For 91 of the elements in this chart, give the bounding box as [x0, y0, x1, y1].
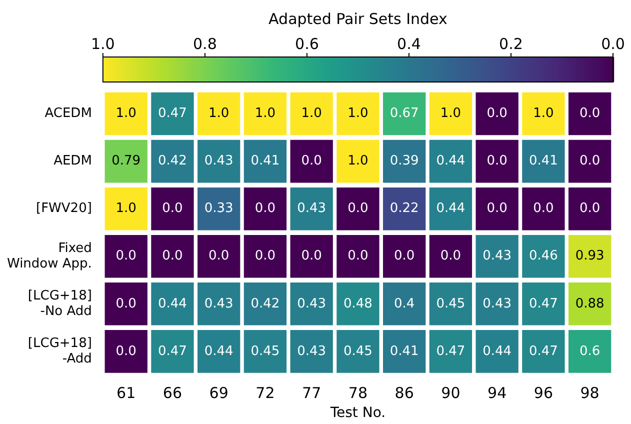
x-tick-label: 78 [348, 384, 368, 402]
data-label: 0.45 [250, 344, 280, 359]
x-tick-label: 69 [209, 384, 228, 402]
data-label: 0.0 [116, 296, 136, 312]
color-bar-title: Adapted Pair Sets Index [268, 10, 448, 28]
color-bar-label: 1.0 [90, 35, 115, 53]
data-label: 0.33 [204, 201, 234, 216]
data-label: 0.47 [436, 344, 466, 359]
data-label: 0.47 [528, 296, 558, 312]
data-label: 0.0 [208, 248, 230, 264]
data-label: 0.0 [579, 201, 600, 216]
data-label: 1.0 [301, 106, 322, 122]
data-label: 1.0 [348, 154, 368, 169]
data-label: 0.0 [301, 248, 322, 264]
data-label: 0.93 [575, 248, 604, 264]
data-label: 0.4 [394, 296, 415, 312]
data-label: 1.0 [208, 106, 230, 122]
color-bar-label: 0.6 [295, 35, 319, 53]
x-tick-label: 90 [441, 384, 460, 402]
data-label: 1.0 [116, 201, 136, 216]
data-label: 0.0 [440, 248, 462, 264]
y-tick-label: AEDM [54, 154, 92, 169]
x-tick-label: 94 [488, 384, 507, 402]
data-label: 0.39 [390, 154, 419, 169]
data-label: 1.0 [116, 106, 136, 122]
data-label: 0.0 [579, 154, 600, 169]
data-label: 0.41 [250, 154, 280, 169]
data-label: 0.45 [343, 344, 372, 359]
data-label: 0.43 [204, 296, 234, 312]
data-label: 0.0 [394, 248, 415, 264]
x-tick-label: 61 [116, 384, 136, 402]
data-label: 0.0 [116, 344, 136, 359]
data-label: 0.67 [390, 106, 419, 122]
data-label: 0.43 [482, 248, 512, 264]
data-label: 0.47 [528, 344, 558, 359]
y-tick-label: [FWV20] [36, 201, 92, 216]
data-label: 0.43 [482, 296, 512, 312]
data-label: 0.43 [297, 344, 326, 359]
color-bar-label: 0.0 [601, 35, 625, 53]
x-tick-label: 66 [162, 384, 182, 402]
data-label: 0.44 [436, 154, 466, 169]
data-label: 0.79 [112, 154, 141, 169]
x-axis-title: Test No. [329, 405, 386, 422]
data-label: 0.47 [158, 344, 187, 359]
data-label: 0.0 [486, 201, 508, 216]
data-label: 1.0 [348, 106, 368, 122]
data-label: 0.22 [390, 201, 419, 216]
data-label: 0.0 [162, 201, 183, 216]
data-label: 0.47 [158, 106, 187, 122]
data-label: 0.0 [116, 248, 136, 264]
data-label: 0.0 [579, 106, 600, 122]
data-label: 0.48 [343, 296, 372, 312]
data-label: 0.44 [436, 201, 466, 216]
data-label: 0.44 [158, 296, 187, 312]
data-label: 0.0 [348, 248, 368, 264]
data-label: 0.0 [348, 201, 368, 216]
x-tick-label: 86 [394, 384, 414, 402]
data-label: 0.45 [436, 296, 466, 312]
data-label: 1.0 [440, 106, 462, 122]
color-bar-label: 0.8 [193, 35, 217, 53]
data-label: 0.43 [204, 154, 234, 169]
data-label: 0.44 [482, 344, 512, 359]
data-label: 0.0 [486, 106, 508, 122]
data-label: 0.46 [528, 248, 558, 264]
data-label: 0.41 [390, 344, 419, 359]
data-label: 0.0 [486, 154, 508, 169]
y-tick-label: [LCG+18] -Add [28, 336, 92, 367]
data-label: 0.43 [297, 201, 326, 216]
y-tick-label: Fixed Window App. [6, 240, 92, 272]
data-label: 0.0 [301, 154, 322, 169]
data-label: 1.0 [533, 106, 554, 122]
data-label: 0.88 [575, 296, 604, 312]
color-bar-label: 0.2 [499, 35, 523, 53]
x-tick-label: 77 [302, 384, 322, 402]
x-tick-label: 72 [256, 384, 275, 402]
x-tick-label: 96 [534, 384, 553, 402]
data-label: 0.0 [254, 248, 276, 264]
data-label: 0.0 [162, 248, 183, 264]
data-label: 0.42 [158, 154, 187, 169]
data-label: 1.0 [254, 106, 276, 122]
data-label: 0.41 [528, 154, 558, 169]
data-label: 0.44 [204, 344, 234, 359]
color-bar-label: 0.4 [397, 35, 421, 53]
x-tick-label: 98 [580, 384, 600, 402]
data-label: 0.0 [254, 201, 276, 216]
y-tick-label: [LCG+18] -No Add [28, 288, 92, 320]
data-label: 0.0 [533, 201, 554, 216]
data-label: 0.43 [297, 296, 326, 312]
data-label: 0.6 [579, 344, 600, 359]
data-label: 0.42 [250, 296, 280, 312]
y-tick-label: ACEDM [44, 106, 92, 122]
